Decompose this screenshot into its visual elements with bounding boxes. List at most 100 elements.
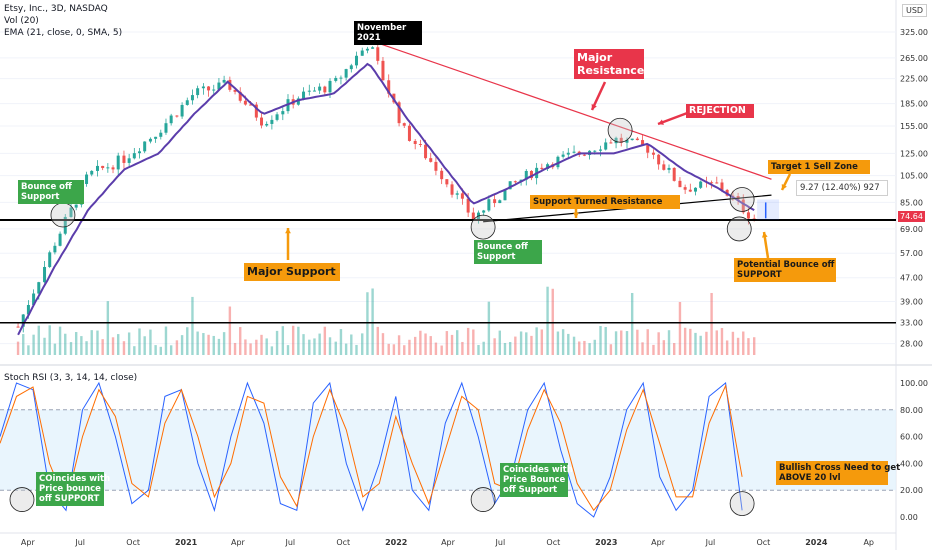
- volume-bar: [222, 332, 226, 355]
- potential-bounce-circle: [726, 216, 752, 242]
- candle-body: [254, 104, 258, 118]
- candle-body: [312, 90, 316, 92]
- volume-bar: [667, 330, 671, 355]
- currency-badge[interactable]: USD: [902, 4, 928, 17]
- candle-body: [418, 143, 422, 145]
- volume-bar: [381, 333, 385, 355]
- time-tick-label: Jul: [74, 538, 85, 547]
- volume-bar: [334, 341, 337, 355]
- volume-bar: [313, 338, 316, 355]
- candle-body: [641, 140, 645, 146]
- candle-body: [243, 100, 247, 105]
- november-2021-label: November 2021: [354, 21, 422, 45]
- price-tick-label: 105.00: [900, 172, 928, 181]
- legend: Etsy, Inc., 3D, NASDAQ Vol (20) EMA (21,…: [4, 3, 122, 39]
- candle-body: [154, 136, 158, 139]
- price-tick-label: 69.00: [900, 225, 923, 234]
- candle-body: [466, 198, 470, 213]
- volume-bar: [419, 330, 422, 355]
- candle-body: [678, 180, 682, 188]
- volume-bar: [281, 326, 285, 355]
- volume-bar: [143, 336, 146, 355]
- volume-bar: [657, 332, 660, 355]
- rejection-arrow: [657, 110, 691, 126]
- volume-bar: [535, 327, 538, 355]
- volume-bar: [689, 328, 692, 355]
- time-tick-label: Oct: [756, 538, 770, 547]
- str-arrow-head: [573, 212, 579, 218]
- volume-bar: [22, 334, 25, 355]
- candle-body: [58, 233, 62, 246]
- volume-bar: [196, 331, 199, 355]
- volume-bar: [127, 332, 131, 355]
- volume-bar: [747, 338, 750, 355]
- rejection-circle: [607, 117, 633, 143]
- volume-bar: [609, 344, 613, 355]
- volume-bar: [233, 342, 237, 355]
- time-tick-label: Oct: [126, 538, 140, 547]
- volume-bar: [244, 339, 247, 355]
- major-resistance-label: Major Resistance: [574, 49, 644, 79]
- volume-bar: [154, 345, 157, 355]
- candle-body: [513, 181, 517, 183]
- rejection-label: REJECTION: [686, 104, 754, 118]
- stoch-k-line: [0, 381, 743, 518]
- volume-bar: [159, 346, 162, 355]
- candle-body: [699, 181, 703, 188]
- stoch-circle-right: [729, 491, 755, 517]
- candle-body: [354, 55, 358, 66]
- volume-bar: [69, 342, 73, 355]
- volume-bar: [270, 346, 274, 355]
- volume-bar: [561, 329, 565, 355]
- volume-bar: [578, 341, 581, 355]
- candle-body: [180, 104, 184, 117]
- volume-bar: [169, 345, 173, 355]
- volume-bar: [361, 333, 364, 355]
- volume-bar: [16, 341, 20, 355]
- volume-bar: [556, 331, 560, 355]
- volume-bar: [599, 326, 602, 355]
- candle-body: [614, 137, 618, 144]
- candle-body: [307, 90, 311, 92]
- stoch-circle-left: [9, 487, 35, 512]
- candle-body: [593, 150, 597, 152]
- candle-body: [635, 138, 639, 141]
- candle-body: [508, 181, 512, 190]
- volume-bar: [445, 331, 449, 355]
- candle-body: [196, 88, 200, 96]
- candle-body: [101, 165, 105, 169]
- volume-bar: [519, 331, 523, 355]
- candle-body: [450, 184, 454, 195]
- candle-body: [445, 179, 449, 185]
- volume-bar: [525, 332, 528, 355]
- candle-body: [53, 245, 57, 253]
- volume-bar: [138, 328, 141, 355]
- candle-body: [746, 212, 750, 219]
- candle-body: [16, 326, 20, 328]
- candle-body: [185, 100, 189, 105]
- candle-body: [360, 50, 364, 56]
- candle-body: [328, 80, 332, 93]
- price-tick-label: 225.00: [900, 75, 928, 84]
- coincides-mid-label: Coincides with Price Bounce off Support: [500, 463, 573, 497]
- candle-body: [344, 69, 348, 78]
- volume-legend: Vol (20): [4, 16, 39, 26]
- candle-body: [106, 167, 110, 169]
- volume-bar: [482, 341, 485, 355]
- volume-bar: [323, 326, 327, 355]
- stoch-tick-label: 20.00: [900, 486, 923, 495]
- candle-body: [672, 167, 676, 181]
- time-tick-label: Apr: [21, 538, 36, 547]
- time-tick-label: 2021: [175, 538, 198, 547]
- volume-bar: [461, 341, 464, 355]
- candle-body: [619, 137, 623, 143]
- volume-bar: [450, 334, 454, 355]
- volume-bar: [472, 329, 475, 355]
- candle-body: [37, 282, 41, 294]
- volume-bar: [652, 344, 655, 355]
- volume-bar: [630, 292, 634, 355]
- candle-body: [524, 170, 528, 180]
- volume-bar: [625, 331, 629, 355]
- candle-body: [111, 167, 115, 170]
- volume-bar: [27, 345, 30, 355]
